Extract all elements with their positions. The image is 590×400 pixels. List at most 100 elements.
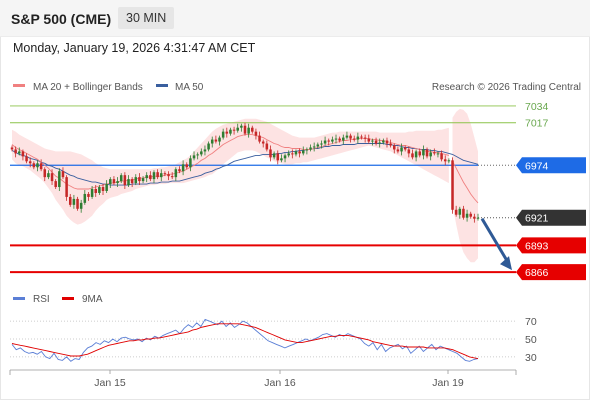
candle-body <box>294 151 298 155</box>
candle-body <box>61 171 65 178</box>
candle-body <box>389 143 392 146</box>
candle-body <box>291 153 294 155</box>
candle-body <box>374 140 378 144</box>
candle-body <box>43 169 47 178</box>
candle-body <box>240 125 243 128</box>
candle-body <box>414 151 418 158</box>
rsi-line <box>11 318 479 362</box>
candle-body <box>331 139 334 142</box>
candle-body <box>76 198 79 209</box>
candle-body <box>378 142 381 144</box>
candle-body <box>254 131 258 136</box>
candle-body <box>403 147 407 150</box>
candle-body <box>396 149 400 152</box>
candle-body <box>101 187 105 191</box>
x-tick-label: Jan 19 <box>432 377 464 389</box>
main-legend: MA 20 + Bollinger Bands MA 50 Research ©… <box>13 82 581 93</box>
last-level-label: 6921 <box>525 213 549 225</box>
candle-body <box>156 172 159 178</box>
candle-body <box>407 149 411 154</box>
candle-body <box>68 196 72 205</box>
candle-body <box>258 135 261 142</box>
candle-body <box>167 174 170 177</box>
candle-body <box>385 140 389 144</box>
ma50-line <box>11 143 479 186</box>
candle-body <box>272 153 276 158</box>
candle-body <box>422 149 425 156</box>
candle-body <box>221 131 225 138</box>
candle-body <box>21 151 25 157</box>
candle-body <box>316 144 320 147</box>
ma50-legend-label: MA 50 <box>175 82 204 93</box>
candle-body <box>203 149 207 152</box>
candle-body <box>342 137 345 141</box>
candle-body <box>287 153 290 156</box>
candle-body <box>90 189 94 197</box>
candle-body <box>447 160 451 162</box>
timeframe-badge[interactable]: 30 MIN <box>118 7 175 29</box>
candle-body <box>312 146 316 148</box>
candle-body <box>443 159 447 162</box>
support-level-tag <box>516 237 586 254</box>
candle-body <box>393 145 396 150</box>
candle-body <box>367 138 371 142</box>
resistance-level-label: 7034 <box>525 101 549 113</box>
candle-body <box>451 160 454 210</box>
rsi-tick-label: 50 <box>525 334 537 346</box>
candle-body <box>327 140 330 142</box>
copyright-text: Research © 2026 Trading Central <box>432 82 581 93</box>
candle-body <box>130 179 134 184</box>
candle-body <box>411 153 414 158</box>
rsi-grid: 70 50 30 <box>10 316 537 364</box>
rsi-tick-label: 30 <box>525 352 537 364</box>
candles <box>10 122 480 223</box>
candle-body <box>116 181 119 184</box>
candle-body <box>145 175 148 179</box>
candle-body <box>261 141 265 144</box>
x-tick-label: Jan 15 <box>94 377 126 389</box>
candle-body <box>152 172 156 180</box>
candle-body <box>469 213 472 217</box>
candle-body <box>349 135 352 139</box>
candle-body <box>232 129 236 131</box>
candle-body <box>138 177 141 182</box>
candle-body <box>283 155 287 159</box>
ma20-line <box>452 161 479 204</box>
candle-body <box>54 181 57 188</box>
candle-body <box>18 151 21 154</box>
candle-body <box>371 140 374 142</box>
candle-body <box>127 179 130 186</box>
rsi-ma9-line <box>11 323 479 360</box>
resistance-level-label: 7017 <box>525 118 549 130</box>
candle-body <box>39 163 43 170</box>
candle-body <box>170 176 174 178</box>
candle-body <box>72 198 76 205</box>
candle-body <box>363 137 367 139</box>
candle-body <box>123 175 127 186</box>
forecast-arrow <box>480 217 512 271</box>
candle-body <box>28 161 32 164</box>
candle-body <box>465 213 469 218</box>
candle-body <box>119 175 123 182</box>
candle-body <box>309 147 312 150</box>
candle-body <box>251 127 254 132</box>
candle-body <box>436 153 440 155</box>
candle-body <box>65 177 68 197</box>
candle-body <box>265 143 269 150</box>
candle-body <box>109 179 112 185</box>
forecast-arrow-head <box>500 256 512 271</box>
candle-body <box>47 173 50 178</box>
chart-datetime: Monday, January 19, 2026 4:31:47 AM CET <box>13 41 256 55</box>
candle-body <box>305 149 309 151</box>
candle-body <box>433 152 436 154</box>
candle-body <box>462 208 465 218</box>
candle-body <box>334 138 338 140</box>
candle-body <box>400 147 403 152</box>
candle-body <box>98 187 101 193</box>
candle-body <box>134 177 138 184</box>
candle-body <box>243 125 247 134</box>
support-level-tag <box>516 264 586 281</box>
candle-body <box>280 158 283 161</box>
candle-body <box>83 193 87 203</box>
